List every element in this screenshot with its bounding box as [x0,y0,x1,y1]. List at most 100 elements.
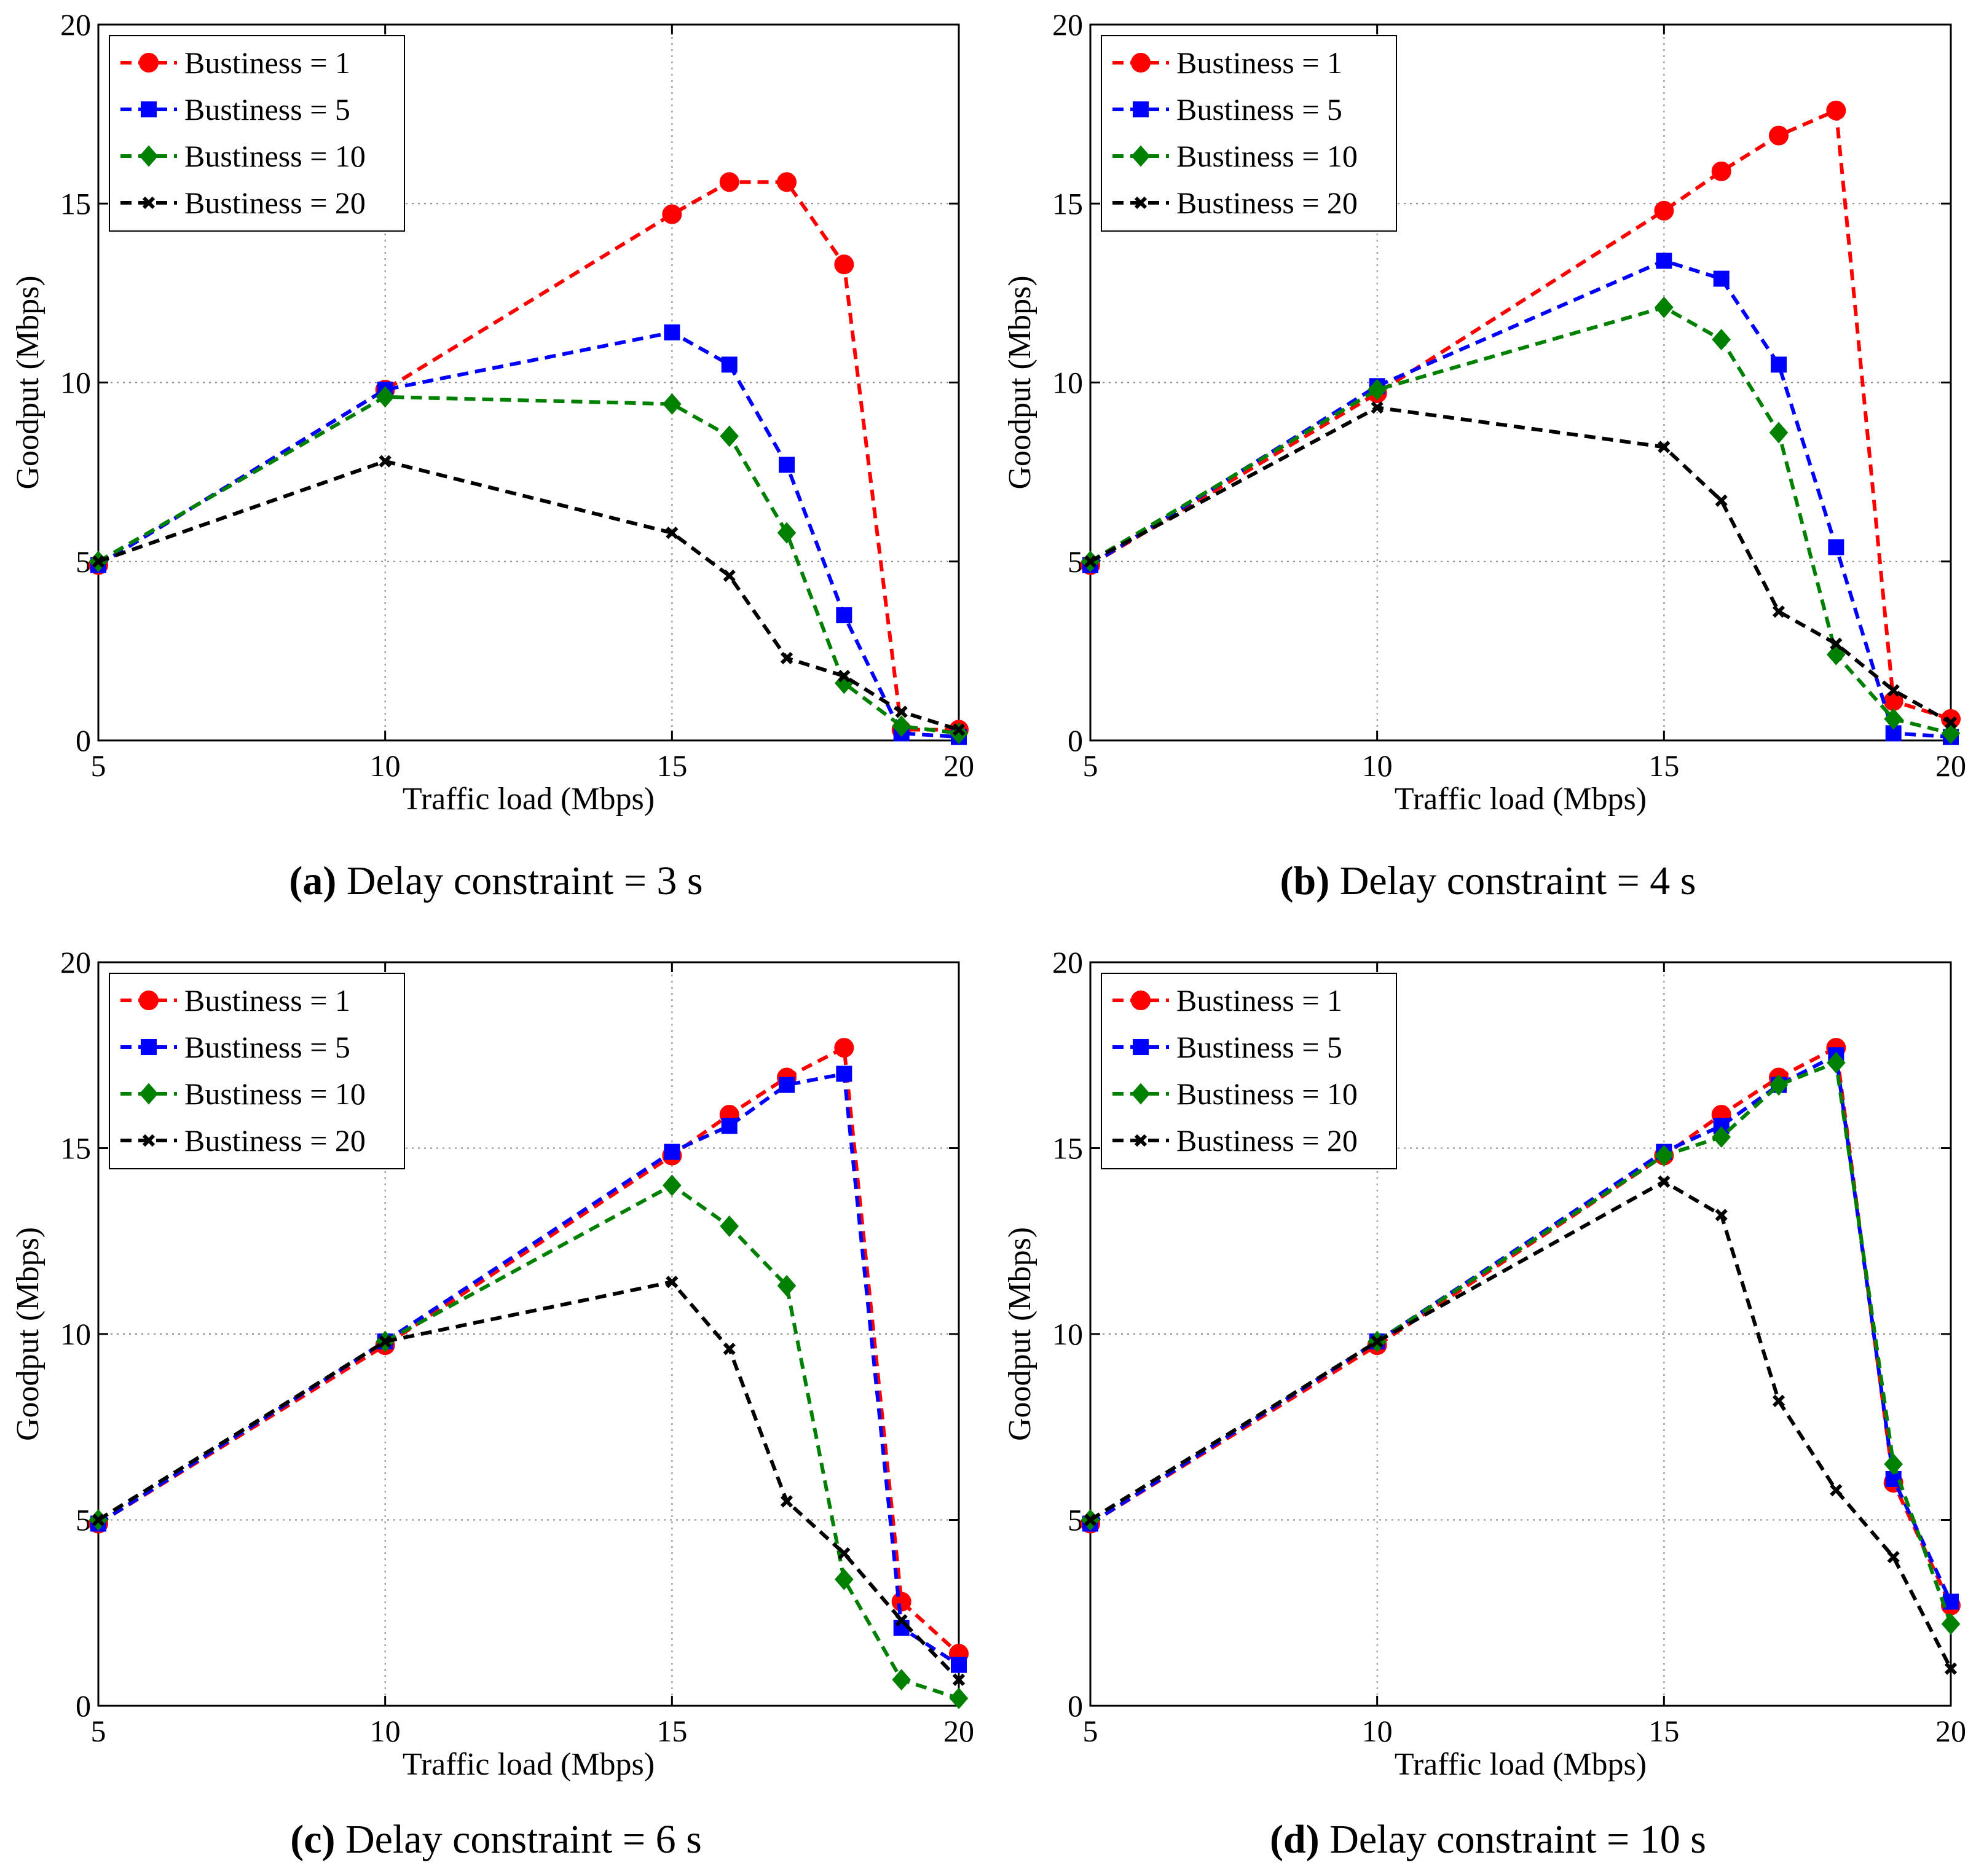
chart-c-series-1-point-4 [779,1077,795,1093]
chart-b-series-3-line [1089,406,1952,724]
chart-b-legend-label-1: Bustiness = 5 [1176,92,1342,127]
chart-d-series-2-point-5 [1827,1051,1846,1073]
chart-d-ytick-label-1: 5 [1068,1503,1083,1537]
chart-b-series-3-point-5 [1830,637,1843,650]
chart-a-series-3-line [98,459,959,732]
chart-a-ytick-label-4: 20 [60,7,91,42]
chart-a-legend-marker-0 [139,53,159,73]
chart-c-series-2-point-5 [835,1568,854,1590]
caption-c-text: Delay constraint = 6 s [345,1817,702,1862]
chart-a-xtick-label-1: 10 [370,748,401,783]
chart-a-series-2-line [97,394,959,736]
chart-c-xtick-label-3: 20 [943,1714,974,1748]
chart-d-legend-marker-1 [1133,1039,1149,1055]
chart-d-ytick-label-4: 20 [1052,945,1083,979]
caption-d: (d) Delay constraint = 10 s [992,1816,1984,1863]
chart-a-legend: Bustiness = 1 Bustiness = 5 Bustiness = 10… [109,35,405,232]
chart-c-series-3 [92,1276,966,1686]
chart-a-xtick-label-2: 15 [656,748,687,783]
chart-a-series-3-point-0 [92,555,105,568]
chart-a-series-0-point-2 [662,204,682,224]
chart-a-series-2-point-6 [892,715,911,737]
caption-d-text: Delay constraint = 10 s [1329,1817,1706,1862]
chart-b-series-0-point-3 [1711,161,1731,181]
chart-b-legend-box [1101,35,1397,232]
chart-b-legend-marker-2 [1131,145,1151,167]
chart-b-xlabel: Traffic load (Mbps) [1395,782,1647,817]
chart-b-series-3-point-0 [1084,555,1097,568]
chart-c-ytick-label-2: 10 [60,1317,91,1351]
chart-c-series-2-point-4 [777,1274,797,1297]
chart-a-series-2-point-4 [777,522,797,544]
chart-b-series-1-point-3 [1713,270,1730,287]
chart-d-series-2-point-2 [1655,1145,1674,1167]
panel-d: 5 10 15 20 0 5 10 15 20 Traffic load (Mbps) Goodpu… [992,938,1984,1875]
chart-b-series-3-point-2 [1658,441,1671,453]
chart-a-legend-label-1: Bustiness = 5 [184,92,350,127]
chart-c-legend-box [109,973,405,1169]
caption-b-text: Delay constraint = 4 s [1339,858,1696,903]
chart-d-series-2-line [1089,1060,1953,1625]
chart-b-series-2-point-2 [1655,296,1674,318]
chart-c-series-0-point-5 [834,1038,854,1058]
chart-c-legend-marker-2 [139,1083,159,1105]
chart-b-ytick-label-4: 20 [1052,7,1083,42]
chart-c-ytick-label-4: 20 [60,945,91,979]
chart-d-xtick-label-2: 15 [1648,1714,1679,1748]
chart-b-ytick-label-2: 10 [1052,366,1083,400]
chart-d-legend-label-1: Bustiness = 5 [1176,1030,1342,1064]
chart-d-ytick-label-2: 10 [1052,1317,1083,1351]
chart-c-xtick-label-2: 15 [656,1714,687,1748]
chart-b-xtick-label-1: 10 [1362,748,1393,783]
chart-a-series-3-point-2 [666,527,679,540]
chart-c-legend-marker-1 [141,1039,157,1055]
chart-a-series-1-point-5 [836,607,852,624]
chart-c-series-1-point-7 [951,1657,967,1673]
chart-c-series-2-point-3 [720,1215,739,1238]
chart-d-series-2-point-7 [1941,1613,1961,1635]
chart-c-xtick-label-1: 10 [370,1714,401,1748]
chart-a-legend-marker-3 [142,196,155,210]
chart-d-series-3 [1084,1175,1958,1675]
chart-b-series-1-point-5 [1828,539,1844,555]
caption-a-label: (a) [289,858,337,903]
chart-a-series-1 [90,324,967,745]
chart-d-series-3-point-6 [1887,1550,1900,1564]
chart-b-series-3-point-4 [1772,605,1785,618]
chart-c-series-2-point-2 [663,1174,682,1196]
chart-a-series-2 [89,386,969,744]
chart-c-xlabel: Traffic load (Mbps) [403,1747,655,1782]
chart-a-legend-label-0: Bustiness = 1 [184,45,350,80]
chart-c-series-3-point-3 [723,1343,736,1356]
chart-b-series-2-point-7 [1941,722,1961,744]
chart-d-ylabel: Goodput (Mbps) [1002,1227,1037,1441]
chart-b-series-1-line [1089,259,1951,739]
chart-a-legend-label-2: Bustiness = 10 [184,139,366,173]
chart-d-series-2-point-6 [1884,1453,1903,1475]
caption-a-text: Delay constraint = 3 s [346,858,703,903]
chart-c-ylabel: Goodput (Mbps) [10,1227,45,1441]
chart-b-series-3-point-1 [1371,401,1384,414]
chart-a-ytick-label-2: 10 [60,366,91,400]
chart-d-legend-label-2: Bustiness = 10 [1176,1077,1358,1111]
chart-b-series-3 [1084,401,1958,729]
chart-b-series-2-point-1 [1368,379,1387,401]
caption-a: (a) Delay constraint = 3 s [0,858,992,905]
chart-a-ytick-label-0: 0 [76,723,91,758]
chart-a-series-3-point-3 [723,569,736,583]
caption-b: (b) Delay constraint = 4 s [992,858,1984,905]
chart-c-legend-label-1: Bustiness = 5 [184,1030,350,1064]
chart-d-xtick-label-3: 20 [1935,1714,1966,1748]
chart-c-series-3-point-7 [952,1673,966,1686]
chart-c-series-1-point-3 [721,1118,738,1134]
chart-d-series-2-point-3 [1712,1126,1731,1148]
chart-b-series-2-line [1089,305,1951,736]
chart-b-legend-label-3: Bustiness = 20 [1176,186,1358,220]
chart-a-series-3-point-5 [838,670,851,683]
panel-b: 5 10 15 20 0 5 10 15 20 Traffic load (Mbps) Goodpu… [992,0,1984,938]
